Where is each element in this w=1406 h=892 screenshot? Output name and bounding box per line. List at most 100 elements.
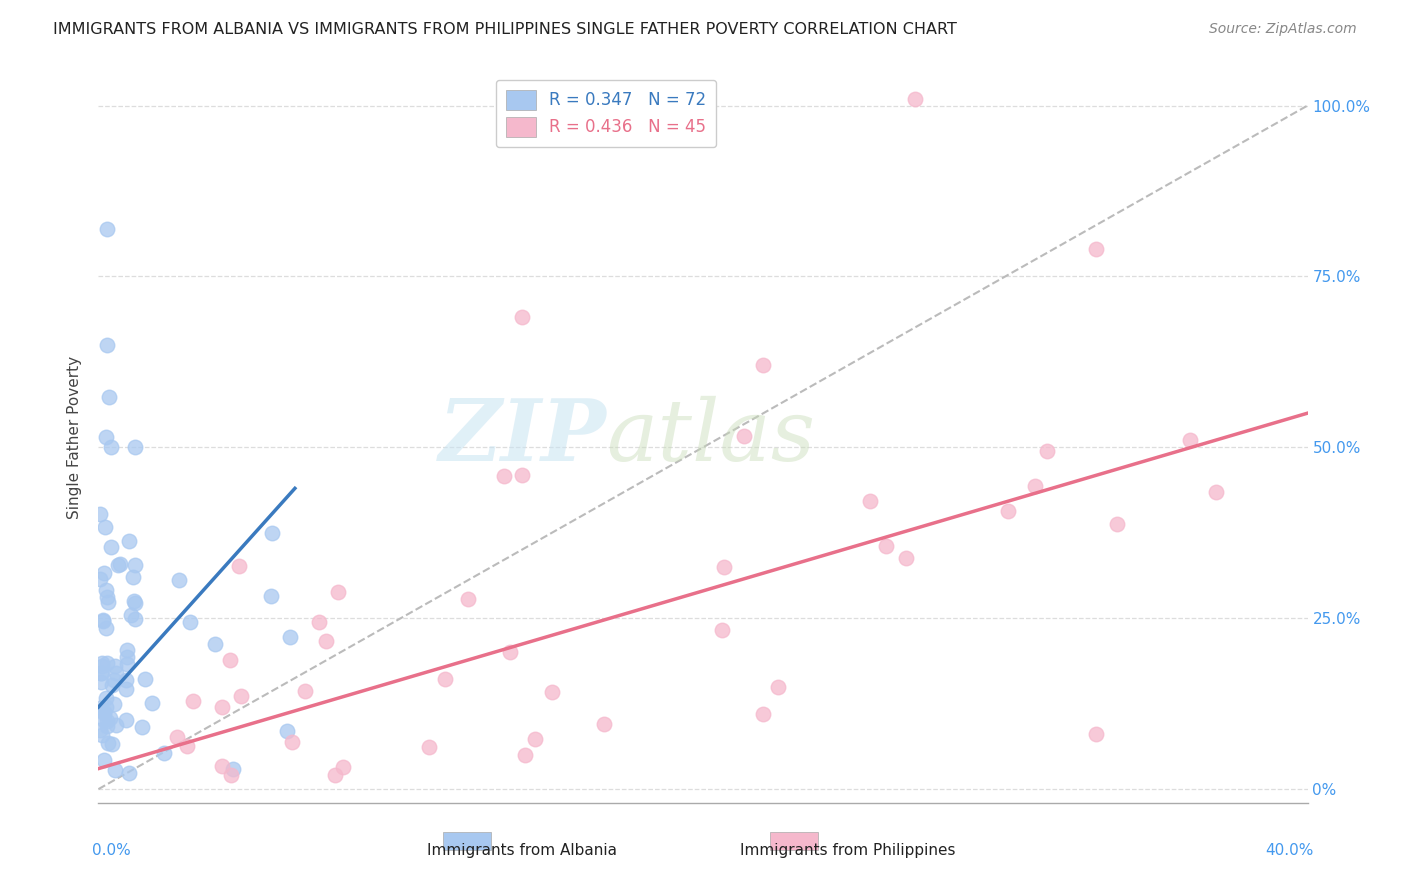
Point <box>752 359 775 373</box>
Point <box>97 390 120 404</box>
Point <box>96 621 118 635</box>
Point <box>457 591 479 606</box>
Point <box>859 494 882 508</box>
Point <box>89 701 111 715</box>
Point <box>90 675 112 690</box>
Point <box>107 558 129 573</box>
Legend: R = 0.347   N = 72, R = 0.436   N = 45: R = 0.347 N = 72, R = 0.436 N = 45 <box>496 79 717 147</box>
Text: IMMIGRANTS FROM ALBANIA VS IMMIGRANTS FROM PHILIPPINES SINGLE FATHER POVERTY COR: IMMIGRANTS FROM ALBANIA VS IMMIGRANTS FR… <box>53 22 957 37</box>
Point <box>281 735 304 749</box>
Point <box>1180 433 1202 447</box>
Text: ZIP: ZIP <box>439 395 606 479</box>
Point <box>1085 242 1108 256</box>
Point <box>94 582 117 597</box>
Point <box>134 673 156 687</box>
Point <box>124 612 146 626</box>
Point <box>152 747 174 761</box>
Point <box>94 520 117 534</box>
Point <box>104 658 127 673</box>
Point <box>875 540 897 554</box>
Point <box>93 706 115 720</box>
Point <box>179 615 201 630</box>
Point <box>94 699 117 714</box>
Point <box>91 613 114 627</box>
Point <box>752 706 775 721</box>
Point <box>91 659 114 673</box>
Point <box>513 748 536 763</box>
Point <box>904 92 927 106</box>
Point <box>93 713 115 727</box>
Point <box>294 684 316 698</box>
Point <box>523 732 546 747</box>
Point <box>96 590 118 604</box>
Point <box>141 696 163 710</box>
Point <box>100 540 122 554</box>
Text: 40.0%: 40.0% <box>1265 843 1313 858</box>
Point <box>541 685 564 699</box>
Point <box>1205 485 1227 500</box>
Point <box>91 656 114 670</box>
Point <box>90 728 112 742</box>
Point <box>228 558 250 573</box>
Point <box>93 566 115 580</box>
Point <box>710 624 733 638</box>
Point <box>593 716 616 731</box>
Point <box>166 730 188 744</box>
Point <box>124 558 146 572</box>
Point <box>510 310 533 325</box>
Point <box>276 723 298 738</box>
Point <box>90 666 112 681</box>
Point <box>499 645 522 659</box>
Point <box>97 595 120 609</box>
Point <box>418 740 440 755</box>
Point <box>96 719 118 733</box>
Point <box>117 657 139 672</box>
Point <box>96 714 118 728</box>
Point <box>91 615 114 629</box>
Point <box>181 694 204 708</box>
Point <box>211 699 233 714</box>
Point <box>1036 443 1059 458</box>
Point <box>121 570 143 584</box>
Point <box>997 504 1019 518</box>
Point <box>733 429 755 443</box>
Point <box>308 615 330 630</box>
Point <box>105 666 128 681</box>
Point <box>260 589 283 603</box>
Point <box>510 467 533 482</box>
Point <box>122 594 145 608</box>
Point <box>101 737 124 751</box>
Point <box>94 690 117 705</box>
Point <box>124 440 146 454</box>
Point <box>894 550 917 565</box>
Point <box>93 752 115 766</box>
Point <box>204 637 226 651</box>
Point <box>124 596 146 610</box>
Point <box>222 762 245 776</box>
Point <box>434 673 457 687</box>
Point <box>89 723 111 737</box>
Point <box>131 720 153 734</box>
Point <box>1085 727 1108 741</box>
Point <box>115 682 138 697</box>
FancyBboxPatch shape <box>443 832 492 850</box>
Point <box>323 768 346 782</box>
Point <box>117 650 139 665</box>
Point <box>332 760 354 774</box>
Point <box>93 705 115 719</box>
Point <box>260 526 283 541</box>
Point <box>315 633 337 648</box>
FancyBboxPatch shape <box>769 832 818 850</box>
Point <box>219 653 242 667</box>
Point <box>103 697 125 711</box>
Text: 0.0%: 0.0% <box>93 843 131 858</box>
Point <box>101 678 124 692</box>
Text: Immigrants from Philippines: Immigrants from Philippines <box>741 843 956 858</box>
Point <box>1105 517 1128 532</box>
Point <box>115 673 138 688</box>
Y-axis label: Single Father Poverty: Single Father Poverty <box>67 356 83 518</box>
Point <box>103 673 125 688</box>
Point <box>110 557 132 571</box>
Point <box>100 440 122 454</box>
Point <box>278 631 301 645</box>
